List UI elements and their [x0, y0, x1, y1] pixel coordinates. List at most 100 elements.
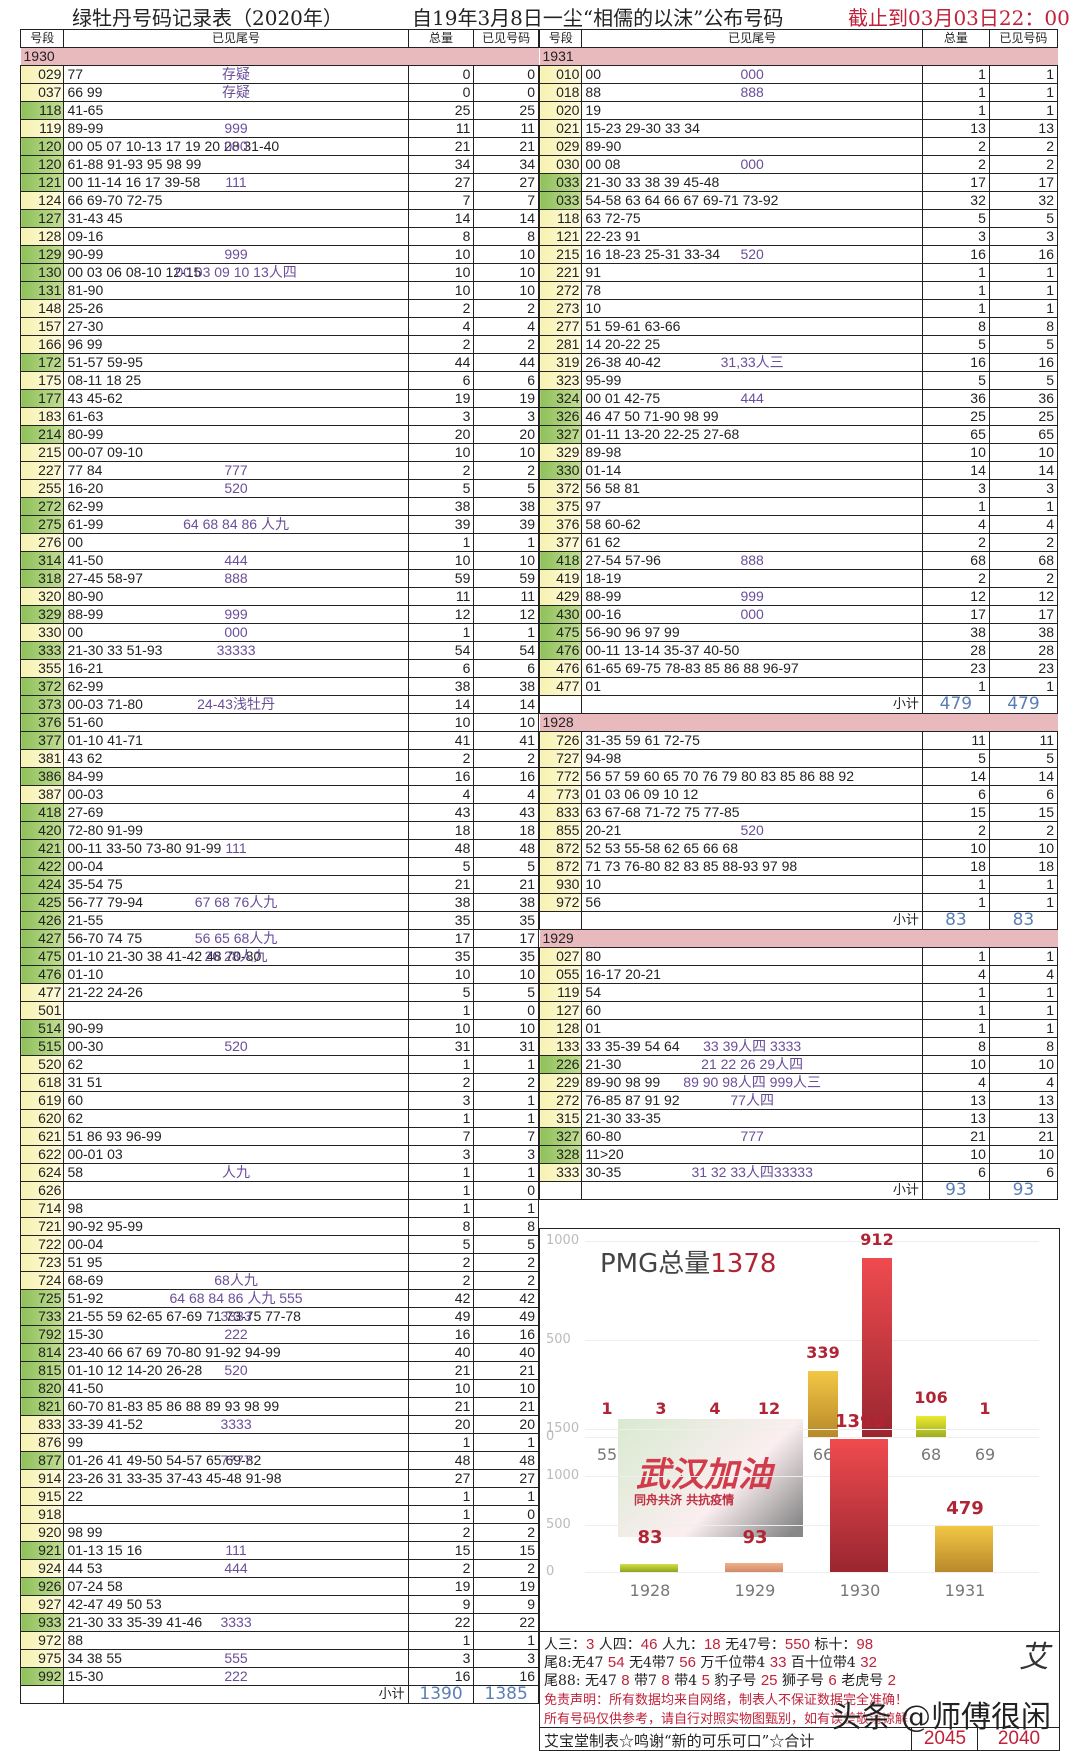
- table-row: 972 88 1 1: [19, 1631, 539, 1650]
- tails-text: 00-03 71-80: [67, 696, 143, 713]
- segment-cell: 372: [538, 479, 583, 498]
- segment-cell: 029: [538, 137, 583, 156]
- segment-cell: 215: [538, 245, 583, 264]
- gridline: [585, 1476, 1039, 1477]
- table-row: 476 01-10 10 10: [19, 965, 539, 984]
- seen-cell: 2: [473, 299, 539, 318]
- tails-cell: 88 888: [581, 83, 923, 102]
- tails-text: 00: [67, 534, 84, 551]
- tails-cell: 41-65: [63, 101, 409, 120]
- seen-cell: 10: [473, 281, 539, 300]
- total-cell: 1: [921, 263, 990, 282]
- total-cell: 5: [921, 371, 990, 390]
- seen-cell: 13: [988, 119, 1059, 138]
- tails-cell: 62-99: [63, 677, 409, 696]
- segment-cell: 315: [538, 1109, 583, 1128]
- table-row: 133 33 35-39 54 64 33 39人四 3333 8 8: [538, 1037, 1059, 1056]
- note-text: 3333: [220, 1308, 252, 1325]
- summary-key: 豹子号: [709, 1673, 761, 1689]
- summary-key: 狮子号: [777, 1673, 829, 1689]
- note-text: 444: [224, 552, 248, 569]
- total-cell: 23: [921, 659, 990, 678]
- tails-cell: 01: [581, 677, 923, 696]
- summary-key: 尾88: 无47: [544, 1673, 622, 1689]
- note-text: 000: [740, 66, 764, 83]
- segment-cell: 387: [19, 785, 65, 804]
- seen-cell: 10: [473, 551, 539, 570]
- seen-cell: 39: [473, 515, 539, 534]
- table-row: 773 01 03 06 09 10 12 6 6: [538, 785, 1059, 804]
- note-text: 520: [224, 1362, 248, 1379]
- tails-text: 31-43 45: [67, 210, 123, 227]
- seen-cell: 10: [988, 443, 1059, 462]
- tails-text: 10: [585, 300, 601, 317]
- seen-cell: 2: [473, 1559, 539, 1578]
- table-row: 723 51 95 2 2: [19, 1253, 539, 1272]
- tails-text: 89-99: [67, 120, 104, 137]
- seen-cell: 4: [988, 965, 1059, 984]
- seen-cell: 41: [473, 731, 539, 750]
- total-cell: 2: [921, 137, 990, 156]
- segment-cell: 714: [19, 1199, 65, 1218]
- tails-text: 54-58 63 64 66 67 69-71 73-92: [585, 192, 779, 209]
- segment-cell: 992: [19, 1667, 65, 1686]
- table-row: 376 51-60 10 10: [19, 713, 539, 732]
- segment-cell: 618: [19, 1073, 65, 1092]
- tails-cell: 00-11 33-50 73-80 91-99 111: [63, 839, 409, 858]
- tails-text: 15-30: [67, 1668, 104, 1685]
- segment-cell: 515: [19, 1037, 65, 1056]
- seen-cell: 12: [988, 587, 1059, 606]
- table-row: 933 21-30 33 35-39 41-46 3333 22 22: [19, 1613, 539, 1632]
- segment-cell: 622: [19, 1145, 65, 1164]
- total-cell: 10: [407, 245, 475, 264]
- seen-cell: 1: [473, 1055, 539, 1074]
- tails-text: 27-30: [67, 318, 104, 335]
- note-text: 31,33人三: [720, 354, 784, 371]
- tails-cell: 43 62: [63, 749, 409, 768]
- seen-cell: 15: [988, 803, 1059, 822]
- tails-text: 42-47 49 50 53: [67, 1596, 162, 1613]
- tails-text: 89-98: [585, 444, 622, 461]
- tails-text: 78: [585, 282, 601, 299]
- tails-cell: 43 45-62: [63, 389, 409, 408]
- table-row: 377 01-10 41-71 41 41: [19, 731, 539, 750]
- tails-cell: 98 99: [63, 1523, 409, 1542]
- seen-cell: 6: [988, 785, 1059, 804]
- tails-text: 31 51: [67, 1074, 103, 1091]
- segment-cell: 281: [538, 335, 583, 354]
- total-cell: 27: [407, 1469, 475, 1488]
- total-cell: 44: [407, 353, 475, 372]
- tails-text: 95-99: [585, 372, 622, 389]
- tails-cell: 01-10 21-30 38 41-42 48 70-80 26 28人九: [63, 947, 409, 966]
- segment-cell: 418: [19, 803, 65, 822]
- segment-cell: 424: [19, 875, 65, 894]
- segment-cell: 319: [538, 353, 583, 372]
- seen-cell: 48: [473, 1451, 539, 1470]
- segment-cell: 620: [19, 1109, 65, 1128]
- tails-cell: 01-13 15 16 111: [63, 1541, 409, 1560]
- gridline: [585, 1572, 1039, 1573]
- table-row: 725 51-92 64 68 84 86 人九 555 42 42: [19, 1289, 539, 1308]
- seen-cell: 38: [473, 677, 539, 696]
- seen-cell: 25: [988, 407, 1059, 426]
- tails-text: 33 35-39 54 64: [585, 1038, 680, 1055]
- tails-text: 88-99: [585, 588, 622, 605]
- y-tick-label: 1000: [546, 1233, 580, 1248]
- table-row: 172 51-57 59-95 44 44: [19, 353, 539, 372]
- total-cell: 3: [407, 1091, 475, 1110]
- segment-cell: 273: [538, 299, 583, 318]
- seen-cell: 15: [473, 1541, 539, 1560]
- seen-cell: 10: [473, 713, 539, 732]
- subtotal-label: 小计: [581, 911, 923, 930]
- tails-text: 66 69-70 72-75: [67, 192, 163, 209]
- tails-cell: 54-58 63 64 66 67 69-71 73-92: [581, 191, 923, 210]
- tails-text: 23-26 31 33-35 37-43 45-48 91-98: [67, 1470, 282, 1487]
- segment-cell: 733: [19, 1307, 65, 1326]
- tails-text: 62: [67, 1110, 84, 1127]
- table-row: 833 33-39 41-52 3333 20 20: [19, 1415, 539, 1434]
- tails-cell: 00: [63, 533, 409, 552]
- tails-text: 10: [585, 876, 601, 893]
- col-header-seen: 已见号码: [988, 29, 1059, 48]
- seen-cell: 3: [473, 1145, 539, 1164]
- table-row: 914 23-26 31 33-35 37-43 45-48 91-98 27 27: [19, 1469, 539, 1488]
